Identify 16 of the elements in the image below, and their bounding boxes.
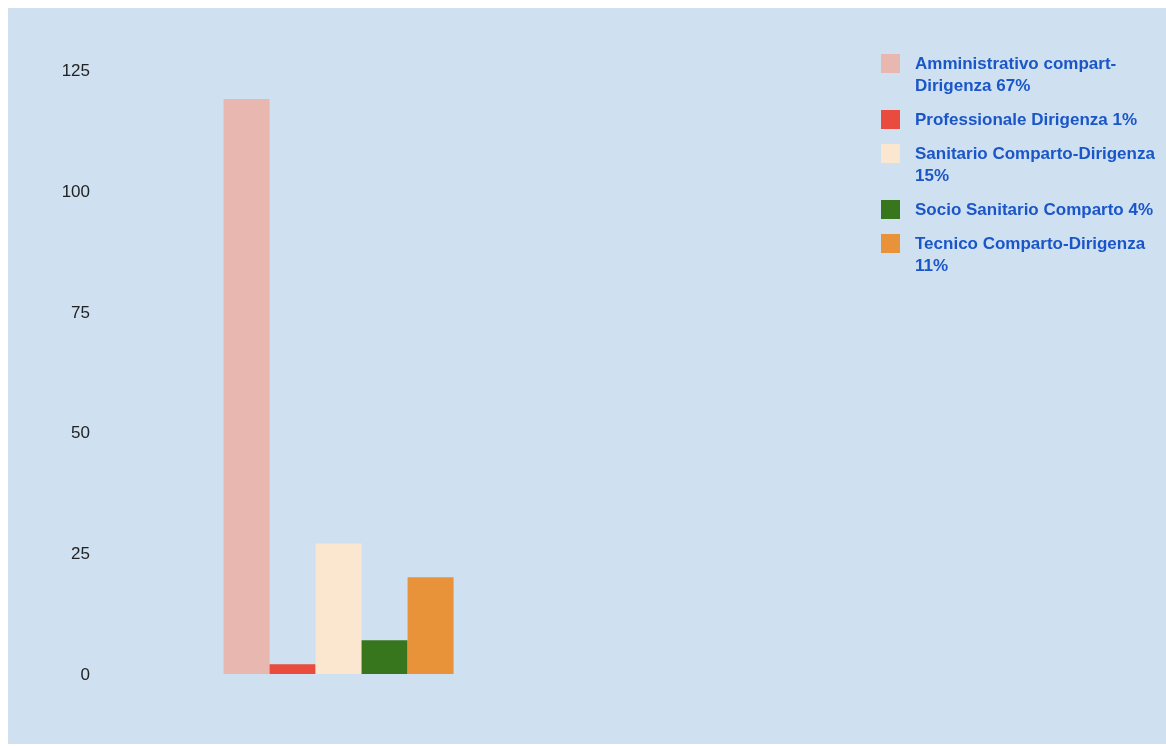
- bar: [223, 98, 270, 674]
- y-tick-label: 50: [71, 423, 90, 443]
- y-tick-label: 100: [61, 181, 90, 201]
- legend-label: Socio Sanitario Comparto 4%: [915, 199, 1154, 221]
- legend-label: Professionale Dirigenza 1%: [915, 109, 1138, 131]
- bar: [315, 543, 362, 674]
- legend-label: Tecnico Comparto-Dirigenza 11%: [915, 233, 1147, 277]
- legend-label: Sanitario Comparto-Dirigenza 15%: [915, 143, 1156, 187]
- bar: [269, 664, 316, 674]
- legend-label: Amministrativo compart-Dirigenza 67%: [915, 53, 1118, 97]
- bar: [361, 640, 408, 674]
- y-tick-label: 125: [61, 61, 90, 81]
- y-tick-label: 25: [71, 544, 90, 564]
- y-tick-label: 75: [71, 302, 90, 322]
- y-tick-label: 0: [80, 665, 90, 685]
- bar: [407, 577, 454, 674]
